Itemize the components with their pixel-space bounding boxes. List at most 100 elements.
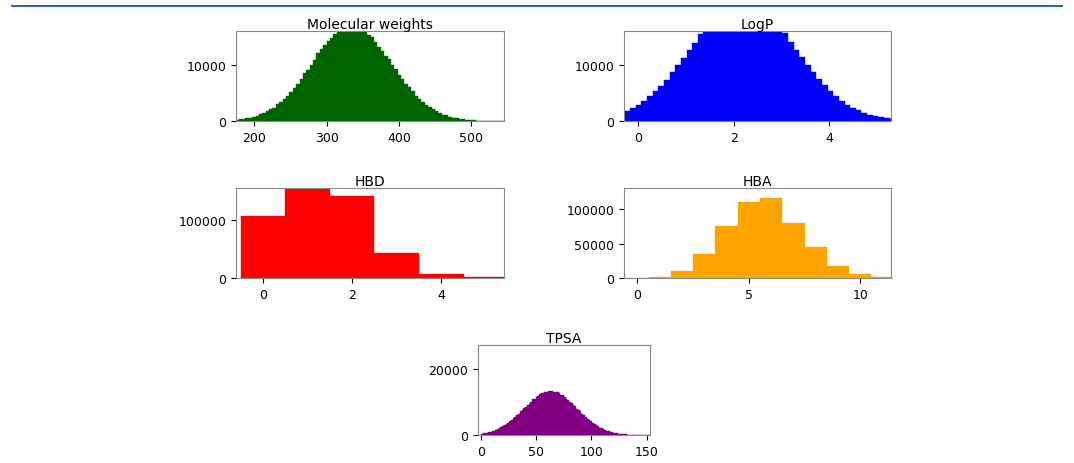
Bar bbox=[896, 120, 901, 122]
Bar bbox=[616, 433, 619, 435]
Bar bbox=[833, 97, 839, 122]
Bar bbox=[537, 396, 539, 435]
Bar bbox=[531, 402, 532, 435]
Bar bbox=[473, 121, 476, 122]
Title: LogP: LogP bbox=[741, 19, 774, 32]
Bar bbox=[828, 91, 833, 122]
Bar bbox=[429, 108, 432, 122]
Bar bbox=[794, 51, 799, 122]
Bar bbox=[542, 394, 545, 435]
Bar bbox=[621, 434, 622, 435]
Bar bbox=[591, 120, 596, 122]
Bar bbox=[613, 433, 615, 435]
Bar bbox=[571, 403, 572, 435]
Bar bbox=[760, 199, 782, 279]
Bar bbox=[547, 392, 548, 435]
Bar bbox=[576, 409, 578, 435]
Bar bbox=[754, 6, 760, 122]
Bar bbox=[822, 86, 828, 122]
Bar bbox=[567, 400, 569, 435]
Bar bbox=[596, 425, 597, 435]
Bar bbox=[608, 431, 610, 435]
Bar bbox=[468, 121, 473, 122]
Bar bbox=[381, 51, 384, 122]
Bar bbox=[545, 392, 547, 435]
Bar bbox=[509, 421, 511, 435]
Title: HBD: HBD bbox=[354, 175, 386, 189]
Bar bbox=[721, 11, 726, 122]
Bar bbox=[232, 121, 235, 122]
Bar bbox=[596, 119, 601, 122]
Bar bbox=[867, 115, 873, 122]
Bar bbox=[350, 26, 353, 122]
Bar bbox=[405, 85, 408, 122]
Bar bbox=[241, 217, 286, 279]
Bar bbox=[415, 97, 418, 122]
Bar bbox=[550, 391, 551, 435]
Bar bbox=[606, 431, 608, 435]
Bar bbox=[498, 428, 500, 435]
Bar bbox=[333, 35, 337, 122]
Bar bbox=[608, 117, 613, 122]
Bar bbox=[698, 35, 703, 122]
Bar bbox=[464, 277, 508, 279]
Bar bbox=[520, 412, 522, 435]
Bar bbox=[703, 29, 709, 122]
Bar bbox=[500, 427, 503, 435]
Bar bbox=[249, 118, 252, 122]
Bar bbox=[235, 120, 238, 122]
Bar bbox=[330, 196, 375, 279]
Bar bbox=[555, 392, 556, 435]
Bar bbox=[561, 395, 562, 435]
Bar bbox=[455, 119, 459, 122]
Bar bbox=[397, 75, 401, 122]
Bar bbox=[289, 93, 293, 122]
Bar bbox=[411, 92, 415, 122]
Bar bbox=[572, 405, 575, 435]
Bar bbox=[528, 404, 531, 435]
Bar bbox=[532, 400, 534, 435]
Bar bbox=[259, 115, 262, 122]
Bar bbox=[522, 410, 523, 435]
Bar bbox=[511, 420, 512, 435]
Bar bbox=[622, 434, 624, 435]
Bar bbox=[536, 397, 537, 435]
Bar bbox=[441, 115, 445, 122]
Bar bbox=[611, 432, 613, 435]
Title: HBA: HBA bbox=[743, 175, 772, 189]
Bar bbox=[856, 111, 861, 122]
Bar bbox=[514, 417, 517, 435]
Bar bbox=[658, 87, 664, 122]
Bar bbox=[438, 114, 441, 122]
Bar bbox=[296, 84, 300, 122]
Bar bbox=[669, 73, 676, 122]
Bar bbox=[388, 60, 391, 122]
Bar bbox=[408, 88, 411, 122]
Bar bbox=[493, 431, 495, 435]
Bar bbox=[347, 28, 350, 122]
Bar bbox=[377, 48, 381, 122]
Bar bbox=[599, 428, 600, 435]
Bar bbox=[504, 425, 506, 435]
Bar bbox=[313, 61, 317, 122]
Bar bbox=[238, 120, 242, 122]
Bar bbox=[418, 100, 421, 122]
Bar bbox=[323, 46, 326, 122]
Bar bbox=[594, 424, 596, 435]
Bar bbox=[374, 43, 377, 122]
Bar bbox=[252, 117, 256, 122]
Bar bbox=[782, 223, 804, 279]
Bar bbox=[262, 114, 265, 122]
Bar bbox=[811, 73, 816, 122]
Bar bbox=[419, 275, 464, 279]
Bar bbox=[401, 80, 405, 122]
Bar bbox=[889, 120, 896, 122]
Bar bbox=[731, 4, 738, 122]
Bar bbox=[320, 50, 323, 122]
Bar bbox=[375, 254, 419, 279]
Bar bbox=[613, 115, 619, 122]
Bar bbox=[424, 106, 429, 122]
Bar bbox=[738, 202, 760, 279]
Bar bbox=[344, 28, 347, 122]
Bar bbox=[827, 266, 850, 279]
